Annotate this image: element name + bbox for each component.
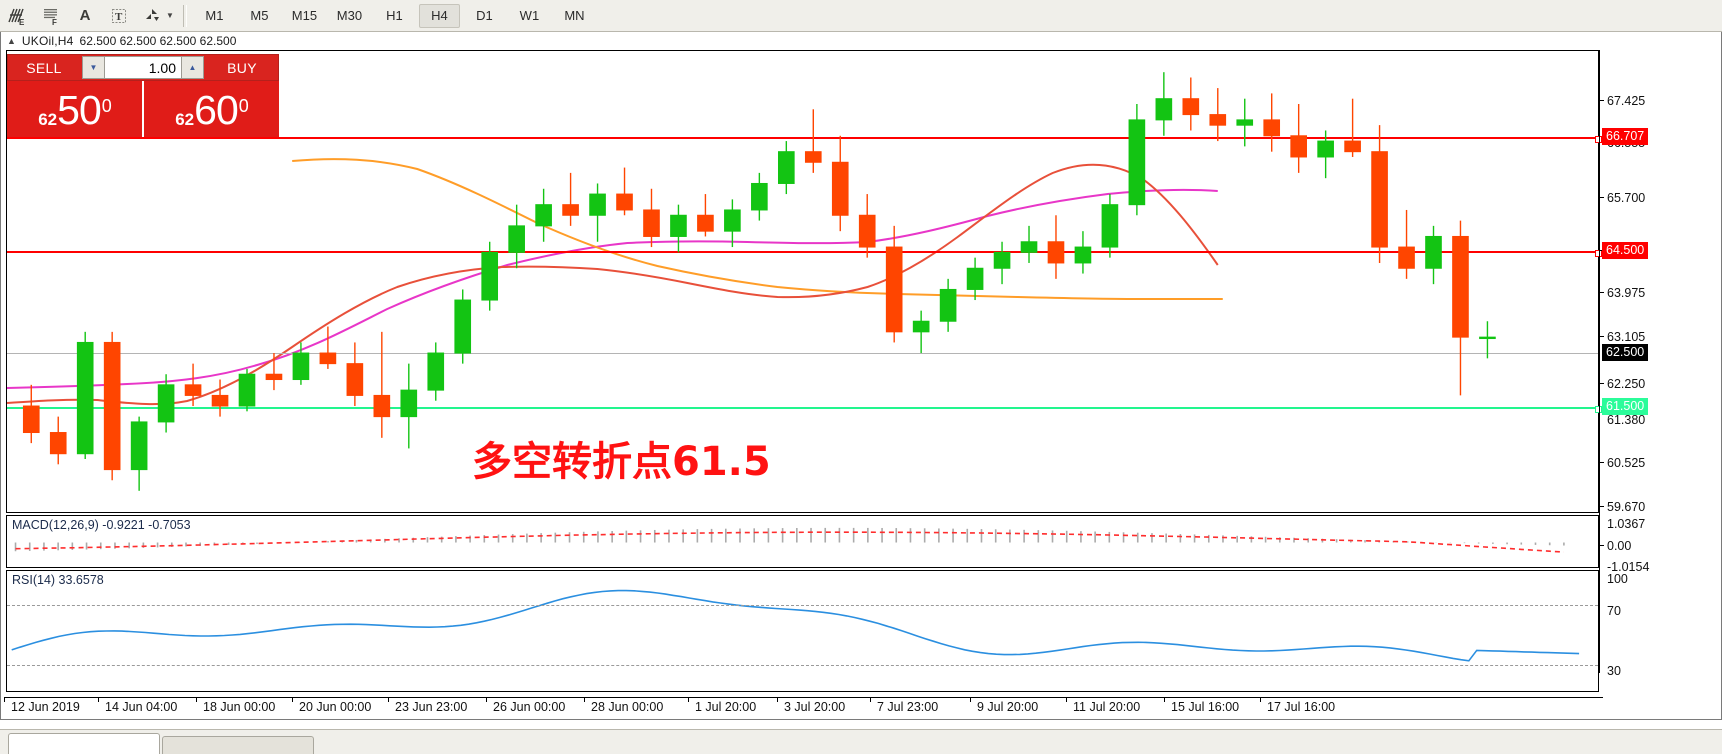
macd-tick-min: -1.0154: [1607, 560, 1650, 574]
xtick-5: 26 Jun 00:00: [486, 697, 565, 714]
macd-label: MACD(12,26,9) -0.9221 -0.7053: [12, 518, 191, 532]
price-badge-66707[interactable]: 66.707: [1602, 128, 1649, 145]
chart-window: ▲ UKOil,H4 62.500 62.500 62.500 62.500: [0, 32, 1722, 720]
rsi-level-70: [7, 605, 1598, 606]
xtick-12: 15 Jul 16:00: [1164, 697, 1239, 714]
timeframe-m15[interactable]: M15: [291, 8, 318, 23]
timeframe-m30[interactable]: M30: [336, 8, 363, 23]
timeframe-w1[interactable]: W1: [519, 8, 540, 23]
one-click-trading-panel[interactable]: SELL ▼ 1.00 ▲ BUY 62 50 0 62 60 0: [7, 54, 279, 137]
level-line-66707[interactable]: [7, 136, 1602, 143]
ytick-67425: 67.425: [1599, 94, 1645, 108]
xtick-8: 3 Jul 20:00: [777, 697, 845, 714]
ytick-65700: 65.700: [1599, 191, 1645, 205]
svg-text:F: F: [52, 18, 57, 26]
ytick-63105: 63.105: [1599, 330, 1645, 344]
sell-price-point: 0: [101, 96, 112, 116]
xtick-4: 23 Jun 23:00: [388, 697, 467, 714]
ytick-63975: 63.975: [1599, 286, 1645, 300]
trade-panel-top-row: SELL ▼ 1.00 ▲ BUY: [7, 54, 279, 81]
trade-panel-prices: 62 50 0 62 60 0: [7, 81, 279, 137]
timeframe-m1[interactable]: M1: [205, 8, 224, 23]
sell-price-box[interactable]: 62 50 0: [7, 81, 144, 137]
collapse-triangle-icon[interactable]: ▲: [7, 35, 16, 46]
timeframe-mn[interactable]: MN: [564, 8, 585, 23]
buy-price-main: 60: [194, 87, 239, 133]
rsi-level-30: [7, 665, 1598, 666]
symbol-label: UKOil,H4: [21, 33, 74, 48]
rsi-tick-100: 100: [1607, 572, 1628, 586]
axis-line: [1599, 50, 1600, 673]
ytick-59670: 59.670: [1599, 500, 1645, 514]
ohlc-values: 62.500 62.500 62.500 62.500: [79, 33, 237, 48]
buy-price-point: 0: [238, 96, 249, 116]
expert-advisors-icon[interactable]: E: [0, 1, 34, 30]
chevron-down-icon[interactable]: ▼: [166, 11, 174, 20]
level-line-62500: [7, 353, 1598, 354]
arrows-icon[interactable]: [136, 1, 170, 30]
volume-increase-button[interactable]: ▲: [181, 56, 204, 79]
level-line-61500[interactable]: [7, 406, 1602, 413]
volume-decrease-button[interactable]: ▼: [82, 56, 105, 79]
macd-pane[interactable]: MACD(12,26,9) -0.9221 -0.7053: [6, 515, 1599, 568]
xtick-2: 18 Jun 00:00: [196, 697, 275, 714]
buy-price-box[interactable]: 62 60 0: [144, 81, 279, 137]
ma-magenta: [6, 189, 1218, 389]
xtick-9: 7 Jul 23:00: [870, 697, 938, 714]
rsi-label: RSI(14) 33.6578: [12, 573, 104, 587]
status-bar: [0, 729, 1722, 754]
xtick-11: 11 Jul 20:00: [1066, 697, 1140, 714]
rsi-tick-30: 30: [1607, 664, 1621, 678]
ytick-62250: 62.250: [1599, 377, 1645, 391]
price-axis[interactable]: 67.425 66.555 65.700 64.830 63.975 63.10…: [1599, 50, 1721, 719]
price-badge-62500[interactable]: 62.500: [1602, 344, 1649, 361]
ytick-60525: 60.525: [1599, 456, 1645, 470]
buy-price-prefix: 62: [175, 110, 195, 129]
macd-tick-zero: 0.00: [1599, 539, 1631, 553]
xtick-6: 28 Jun 00:00: [584, 697, 663, 714]
xtick-1: 14 Jun 04:00: [98, 697, 177, 714]
rsi-tick-70: 70: [1607, 604, 1621, 618]
sell-price-main: 50: [57, 87, 102, 133]
chart-annotation: 多空转折点61.5: [472, 439, 771, 485]
price-badge-61500[interactable]: 61.500: [1602, 398, 1649, 415]
volume-control[interactable]: ▼ 1.00 ▲: [80, 55, 206, 80]
svg-text:T: T: [115, 11, 123, 23]
time-axis-line: [5, 697, 1603, 698]
buy-button[interactable]: BUY: [227, 59, 257, 76]
timeframe-d1[interactable]: D1: [476, 8, 493, 23]
xtick-3: 20 Jun 00:00: [292, 697, 371, 714]
price-badge-64500[interactable]: 64.500: [1602, 242, 1649, 259]
ma-orange: [292, 158, 1223, 301]
ytick-61380: 61.380: [1607, 413, 1646, 427]
xtick-13: 17 Jul 16:00: [1260, 697, 1335, 714]
quote-bar: ▲ UKOil,H4 62.500 62.500 62.500 62.500: [1, 32, 1721, 49]
timeframe-m5[interactable]: M5: [250, 8, 269, 23]
time-axis[interactable]: 12 Jun 2019 14 Jun 04:00 18 Jun 00:00 20…: [4, 697, 1721, 719]
ma-red: [6, 163, 1219, 406]
sell-button[interactable]: SELL: [26, 59, 62, 76]
rsi-series: [11, 589, 1580, 662]
indicator-grid-icon[interactable]: F: [34, 1, 68, 30]
svg-text:E: E: [19, 18, 25, 26]
chart-panes: 多空转折点61.5 MACD(12,26,9) -0.9221 -0.7053 …: [2, 50, 1721, 719]
toolbar-separator: [182, 4, 187, 27]
macd-series: [14, 527, 1565, 553]
rsi-pane[interactable]: RSI(14) 33.6578: [6, 570, 1599, 692]
chart-tab-secondary[interactable]: [162, 736, 314, 754]
sell-price-prefix: 62: [38, 110, 58, 129]
chart-tabstrip[interactable]: [0, 730, 316, 754]
timeframe-h4[interactable]: H4: [418, 3, 460, 28]
text-label-icon[interactable]: A: [79, 7, 91, 24]
main-toolbar: E F A T ▼ M1 M5 M15 M30 H1 H4 D1 W1 MN: [0, 0, 1722, 32]
timeframe-h1[interactable]: H1: [386, 8, 403, 23]
macd-tick-max: 1.0367: [1607, 517, 1646, 531]
text-object-icon[interactable]: T: [102, 1, 136, 30]
level-line-64500[interactable]: [7, 250, 1602, 257]
xtick-0: 12 Jun 2019: [4, 697, 80, 714]
xtick-7: 1 Jul 20:00: [688, 697, 756, 714]
volume-input[interactable]: 1.00: [105, 56, 181, 79]
xtick-10: 9 Jul 20:00: [970, 697, 1038, 714]
chart-tab-active[interactable]: [8, 733, 160, 754]
